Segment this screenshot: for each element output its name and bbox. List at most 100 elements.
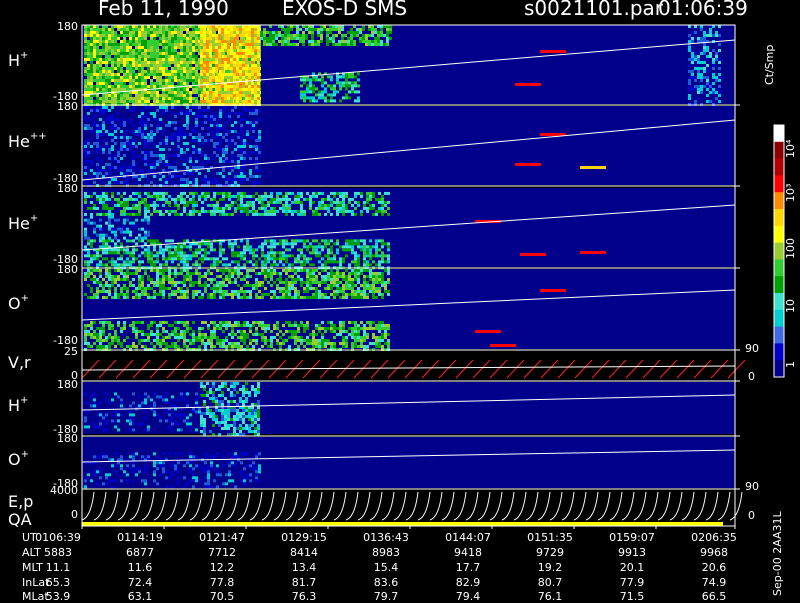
spectrogram-cell — [93, 191, 96, 195]
spectrogram-cell — [233, 25, 236, 28]
spectrogram-cell — [105, 269, 108, 272]
spectrogram-cell — [245, 25, 248, 28]
spectrogram-cell — [144, 175, 147, 178]
spectrogram-cell — [174, 251, 177, 255]
spectrogram-cell — [264, 272, 267, 275]
spectrogram-cell — [120, 67, 123, 70]
spectrogram-cell — [236, 94, 239, 97]
spectrogram-cell — [135, 212, 138, 216]
spectrogram-cell — [123, 251, 126, 255]
spectrogram-cell — [318, 245, 321, 249]
spectrogram-cell — [177, 76, 180, 79]
spectrogram-cell — [261, 281, 264, 284]
spectrogram-cell — [177, 245, 180, 249]
spectrogram-cell — [96, 293, 99, 296]
spectrogram-cell — [177, 272, 180, 275]
spectrogram-cell — [353, 40, 356, 43]
spectrogram-cell — [195, 178, 198, 181]
spectrogram-cell — [309, 197, 312, 201]
spectrogram-cell — [144, 269, 147, 272]
spectrogram-cell — [180, 25, 183, 28]
spectrogram-cell — [691, 52, 694, 55]
spectrogram-cell — [87, 100, 90, 103]
spectrogram-cell — [123, 25, 126, 28]
spectrogram-cell — [227, 82, 230, 85]
spectrogram-cell — [276, 272, 279, 275]
spectrogram-cell — [195, 85, 198, 88]
spectrogram-cell — [126, 76, 129, 79]
spectrogram-cell — [129, 251, 132, 255]
spectrogram-cell — [183, 296, 186, 299]
spectrogram-cell — [242, 73, 245, 76]
spectrogram-cell — [691, 55, 694, 58]
spectrogram-cell — [186, 64, 189, 67]
spectrogram-cell — [348, 84, 351, 88]
spectrogram-cell — [378, 209, 381, 213]
spectrogram-cell — [135, 76, 138, 79]
spectrogram-cell — [216, 124, 219, 127]
spectrogram-cell — [718, 34, 721, 37]
spectrogram-cell — [171, 43, 174, 46]
spectrogram-cell — [180, 197, 183, 201]
spectrogram-cell — [99, 160, 102, 163]
spectrogram-cell — [171, 28, 174, 31]
spectrogram-cell — [335, 28, 338, 31]
spectrogram-cell — [381, 245, 384, 249]
spectrogram-cell — [168, 248, 171, 252]
spectrogram-cell — [117, 169, 120, 172]
spectrogram-cell — [201, 76, 204, 79]
spectrogram-cell — [351, 251, 354, 255]
spectrogram-cell — [375, 263, 378, 267]
spectrogram-cell — [281, 40, 284, 43]
spectrogram-cell — [212, 40, 215, 43]
spectrogram-cell — [329, 25, 332, 28]
spectrogram-cell — [135, 127, 138, 130]
spectrogram-cell — [321, 191, 324, 195]
spectrogram-cell — [102, 151, 105, 154]
spectrogram-cell — [180, 37, 183, 40]
spectrogram-cell — [381, 257, 384, 261]
spectrogram-cell — [700, 85, 703, 88]
spectrogram-cell — [386, 37, 389, 40]
spectrogram-cell — [189, 79, 192, 82]
spectrogram-cell — [189, 181, 192, 184]
spectrogram-cell — [147, 154, 150, 157]
spectrogram-cell — [221, 28, 224, 31]
spectrogram-cell — [215, 88, 218, 91]
spectrogram-cell — [165, 245, 168, 249]
spectrogram-cell — [153, 163, 156, 166]
spectrogram-cell — [186, 263, 189, 267]
spectrogram-cell — [228, 139, 231, 142]
spectrogram-cell — [114, 37, 117, 40]
spectrogram-cell — [99, 58, 102, 61]
spectrogram-cell — [239, 79, 242, 82]
spectrogram-cell — [159, 269, 162, 272]
spectrogram-cell — [135, 242, 138, 246]
spectrogram-cell — [315, 269, 318, 272]
spectrogram-cell — [248, 49, 251, 52]
spectrogram-cell — [111, 227, 114, 231]
spectrogram-cell — [233, 31, 236, 34]
spectrogram-cell — [311, 28, 314, 31]
spectrogram-cell — [227, 100, 230, 103]
spectrogram-cell — [210, 257, 213, 261]
spectrogram-cell — [231, 130, 234, 133]
spectrogram-cell — [138, 296, 141, 299]
spectrogram-cell — [111, 139, 114, 142]
spectrogram-cell — [312, 191, 315, 195]
spectrogram-cell — [222, 112, 225, 115]
spectrogram-cell — [87, 58, 90, 61]
spectrogram-cell — [195, 79, 198, 82]
spectrogram-cell — [249, 151, 252, 154]
spectrogram-cell — [171, 34, 174, 37]
spectrogram-cell — [96, 139, 99, 142]
spectrogram-cell — [245, 85, 248, 88]
spectrogram-cell — [327, 248, 330, 252]
spectrogram-cell — [243, 206, 246, 210]
spectrogram-cell — [279, 260, 282, 264]
spectrogram-cell — [222, 197, 225, 201]
spectrogram-cell — [126, 272, 129, 275]
spectrogram-cell — [242, 82, 245, 85]
spectrogram-cell — [218, 37, 221, 40]
spectrogram-cell — [168, 257, 171, 261]
